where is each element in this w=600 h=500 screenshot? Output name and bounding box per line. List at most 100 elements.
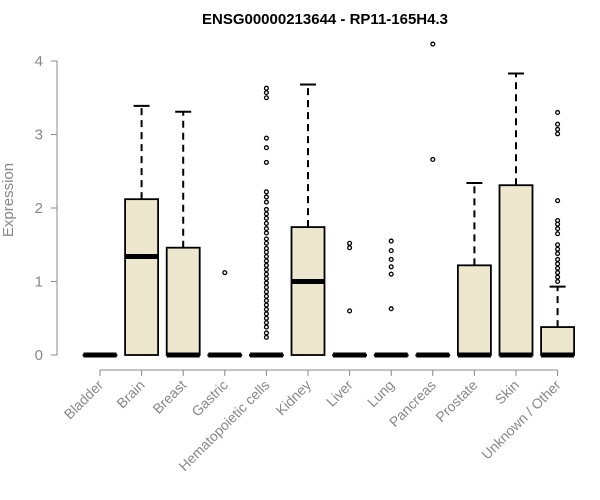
box-breast bbox=[165, 110, 201, 358]
outlier-point bbox=[263, 215, 269, 221]
box-skin bbox=[498, 72, 534, 358]
x-tick-label: Prostate bbox=[432, 377, 480, 425]
outlier-point bbox=[430, 41, 436, 47]
outlier-point bbox=[555, 251, 561, 257]
outlier-point bbox=[555, 121, 561, 127]
y-tick-label: 3 bbox=[35, 127, 43, 144]
outlier-point bbox=[263, 230, 269, 236]
box-brain bbox=[124, 104, 159, 356]
outlier-point bbox=[263, 298, 269, 304]
outlier-point bbox=[263, 206, 269, 213]
outlier-point bbox=[263, 240, 269, 246]
outlier-point bbox=[263, 271, 269, 277]
outlier-point bbox=[263, 302, 269, 308]
outlier-point bbox=[555, 256, 561, 263]
outlier-point bbox=[263, 293, 269, 299]
outlier-point bbox=[263, 220, 269, 226]
outlier-point bbox=[263, 258, 269, 264]
iqr-box bbox=[165, 246, 201, 356]
outlier-point bbox=[555, 131, 561, 137]
outlier-point bbox=[388, 248, 394, 254]
outlier-point bbox=[263, 330, 269, 336]
outlier-point bbox=[430, 156, 436, 163]
outlier-point bbox=[263, 226, 269, 232]
y-tick-label: 1 bbox=[35, 274, 43, 291]
outlier-point bbox=[555, 198, 561, 204]
outlier-point bbox=[263, 284, 269, 290]
outlier-point bbox=[555, 278, 561, 285]
iqr-box bbox=[540, 326, 575, 356]
outlier-point bbox=[263, 320, 269, 326]
box-liver bbox=[332, 240, 368, 358]
outlier-point bbox=[555, 109, 561, 115]
outlier-point bbox=[263, 95, 269, 101]
outlier-point bbox=[263, 253, 269, 260]
box-pancreas bbox=[415, 41, 451, 358]
x-tick-label: Brain bbox=[113, 377, 147, 411]
x-tick-label: Lung bbox=[364, 377, 397, 410]
outlier-point bbox=[388, 264, 394, 270]
x-tick-label: Breast bbox=[149, 377, 189, 417]
x-tick-label: Kidney bbox=[273, 377, 315, 419]
box-unknown-other bbox=[540, 109, 575, 358]
outlier-point bbox=[388, 306, 394, 312]
outlier-point bbox=[555, 231, 561, 237]
iqr-box bbox=[498, 184, 534, 356]
box-bladder bbox=[82, 352, 118, 358]
outlier-point bbox=[347, 308, 353, 314]
outlier-point bbox=[263, 211, 269, 217]
outlier-point bbox=[263, 311, 269, 317]
outlier-point bbox=[263, 236, 269, 242]
y-tick-label: 2 bbox=[35, 200, 43, 217]
x-tick-label: Unknown / Other bbox=[478, 377, 564, 463]
outlier-point bbox=[263, 145, 269, 151]
x-tick-label: Bladder bbox=[61, 377, 107, 423]
outlier-point bbox=[555, 226, 561, 232]
iqr-box bbox=[124, 198, 159, 356]
outlier-point bbox=[388, 271, 394, 277]
outlier-point bbox=[555, 126, 561, 132]
box-kidney bbox=[290, 83, 326, 356]
outlier-point bbox=[263, 324, 269, 330]
outlier-point bbox=[263, 194, 269, 200]
outlier-point bbox=[263, 262, 269, 268]
outlier-point bbox=[263, 249, 269, 255]
outlier-point bbox=[263, 199, 269, 205]
outlier-point bbox=[263, 189, 269, 195]
outlier-point bbox=[263, 315, 269, 321]
y-axis: 0 1 2 3 4 bbox=[35, 53, 58, 364]
outlier-point bbox=[347, 240, 353, 246]
outlier-point bbox=[555, 274, 561, 280]
outlier-point bbox=[263, 280, 269, 286]
outlier-point bbox=[222, 270, 228, 276]
outlier-point bbox=[263, 306, 269, 312]
outlier-point bbox=[388, 256, 394, 263]
outlier-point bbox=[555, 265, 561, 271]
outlier-point bbox=[555, 242, 561, 248]
outlier-point bbox=[263, 334, 269, 340]
outlier-point bbox=[555, 246, 561, 252]
outlier-point bbox=[555, 261, 561, 267]
iqr-box bbox=[290, 226, 326, 356]
x-tick-label: Skin bbox=[492, 377, 523, 408]
y-tick-label: 0 bbox=[35, 347, 43, 364]
outlier-point bbox=[263, 135, 269, 141]
outlier-point bbox=[263, 85, 269, 91]
y-tick-label: 4 bbox=[35, 53, 43, 70]
box-hematopoietic-cells bbox=[248, 85, 284, 358]
box-prostate bbox=[456, 182, 492, 358]
chart-title: ENSG00000213644 - RP11-165H4.3 bbox=[202, 11, 448, 28]
iqr-box bbox=[456, 264, 492, 356]
box-lung bbox=[373, 238, 409, 358]
outlier-point bbox=[555, 221, 561, 227]
outlier-point bbox=[263, 267, 269, 273]
box-series bbox=[82, 41, 575, 358]
outlier-point bbox=[263, 90, 269, 96]
outlier-point bbox=[263, 276, 269, 282]
y-axis-label: Expression bbox=[0, 163, 17, 237]
outlier-point bbox=[555, 270, 561, 276]
outlier-point bbox=[388, 238, 394, 244]
box-gastric bbox=[207, 270, 243, 358]
